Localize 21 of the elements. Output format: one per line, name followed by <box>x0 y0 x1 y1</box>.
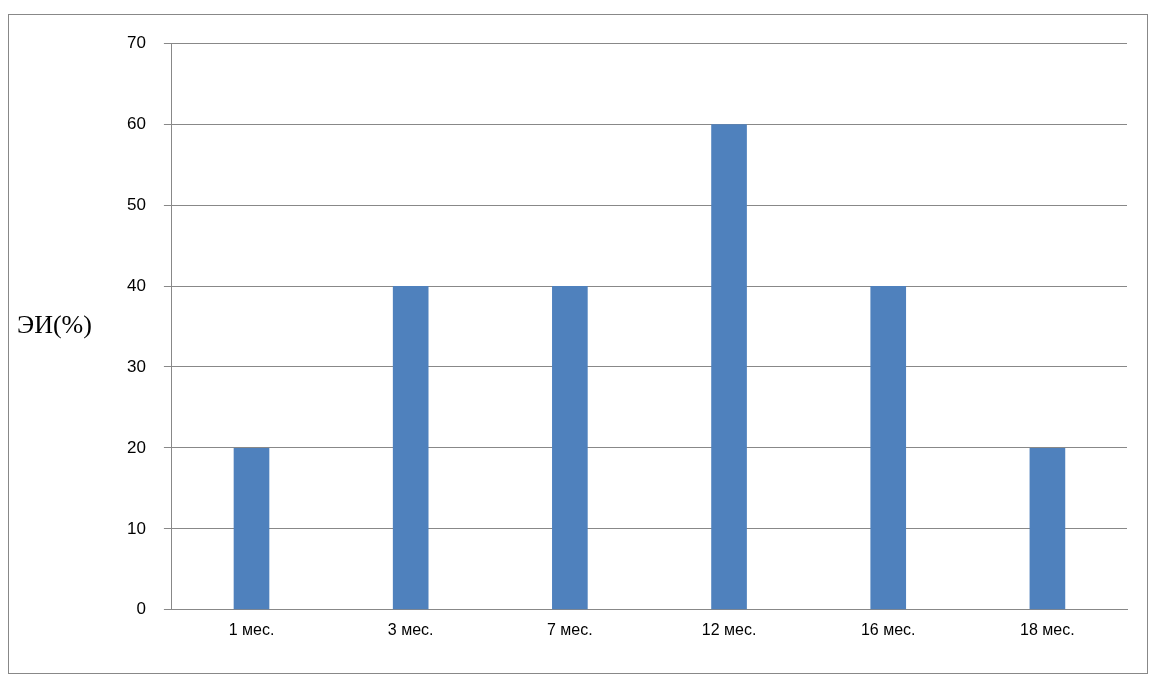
x-tick-label: 18 мес. <box>1020 620 1075 638</box>
y-tick-label: 50 <box>126 194 146 214</box>
x-tick-label: 1 мес. <box>228 620 275 638</box>
bar <box>711 124 747 610</box>
bar <box>392 286 429 610</box>
y-tick-label: 40 <box>126 275 146 295</box>
y-axis-title: ЭИ(%) <box>17 310 92 340</box>
x-tick-label: 16 мес. <box>860 620 916 638</box>
x-tick-label: 12 мес. <box>701 620 757 638</box>
bar <box>870 286 907 610</box>
bar <box>1029 447 1066 610</box>
y-tick-label: 10 <box>126 518 146 538</box>
y-tick-label: 60 <box>126 113 146 133</box>
x-tick-label: 7 мес. <box>547 620 593 638</box>
bar <box>552 286 588 610</box>
y-tick-label: 30 <box>126 356 146 376</box>
x-tick-label: 3 мес. <box>387 620 434 638</box>
bar <box>233 447 270 610</box>
y-tick-label: 20 <box>126 437 146 457</box>
y-tick-label: 0 <box>136 599 146 619</box>
y-tick-label: 70 <box>126 32 146 52</box>
